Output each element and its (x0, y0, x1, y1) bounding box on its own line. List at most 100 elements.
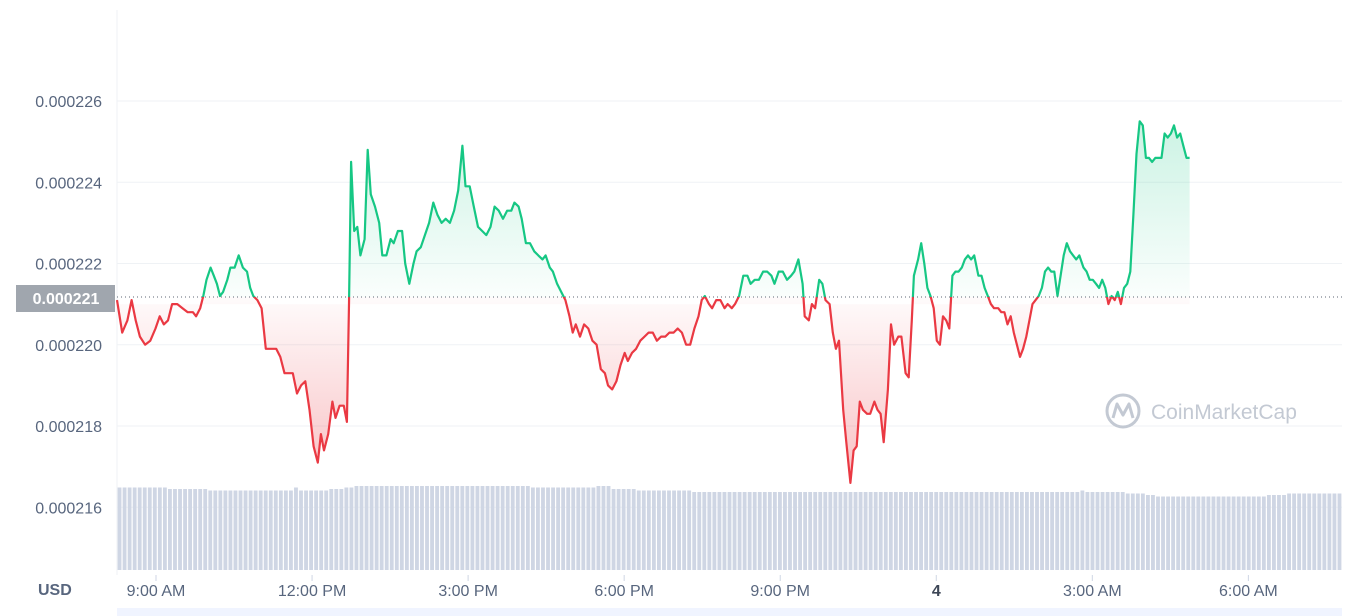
volume-bar (208, 490, 213, 570)
volume-bar (168, 489, 172, 570)
volume-bar (218, 490, 223, 570)
volume-bar (1156, 496, 1160, 570)
volume-bar (465, 486, 470, 570)
volume-bar (979, 492, 984, 570)
volume-bar (162, 487, 167, 570)
volume-bar (1105, 492, 1110, 570)
volume-bar (788, 492, 792, 570)
watermark-text: CoinMarketCap (1151, 401, 1297, 424)
volume-bar (566, 487, 571, 570)
volume-bar (1080, 490, 1085, 570)
volume-bar (1226, 496, 1231, 570)
volume-bar (374, 486, 379, 570)
y-tick-label: 0.000222 (35, 257, 102, 274)
volume-bar (1075, 492, 1080, 570)
volume-bar (944, 492, 949, 570)
volume-bar (621, 489, 626, 570)
volume-bar (727, 492, 732, 570)
reference-price-label: 0.000221 (33, 291, 100, 308)
volume-bar (636, 490, 641, 570)
y-tick-label: 0.000218 (35, 419, 102, 436)
volume-bar (541, 487, 545, 570)
volume-bar (697, 492, 702, 570)
volume-bar (1327, 493, 1332, 570)
volume-bars (117, 486, 1342, 570)
volume-bar (1014, 492, 1019, 570)
volume-bar (1025, 492, 1029, 570)
volume-bar (1307, 493, 1312, 570)
volume-bar (672, 490, 676, 570)
volume-bar (737, 492, 742, 570)
volume-bar (692, 492, 697, 570)
volume-bar (757, 492, 762, 570)
volume-bar (546, 487, 550, 570)
volume-bar (1095, 492, 1100, 570)
x-tick-label: 6:00 PM (594, 583, 654, 600)
volume-bar (193, 489, 198, 570)
volume-bar (747, 492, 752, 570)
volume-bar (1272, 495, 1276, 570)
volume-bar (460, 486, 465, 570)
volume-bar (954, 492, 959, 570)
volume-bar (233, 490, 238, 570)
volume-bar (339, 489, 344, 570)
volume-bar (798, 492, 802, 570)
volume-bar (994, 492, 999, 570)
area-fill-above (203, 121, 1190, 297)
volume-bar (631, 489, 636, 570)
volume-bar (611, 489, 616, 570)
volume-bar (1196, 496, 1201, 570)
reference-price-badge-bg (16, 285, 115, 312)
volume-bar (722, 492, 727, 570)
volume-bar (425, 486, 429, 570)
volume-bar (253, 490, 258, 570)
volume-bar (173, 489, 177, 570)
volume-bar (480, 486, 485, 570)
volume-bar (1125, 493, 1130, 570)
volume-bar (1251, 496, 1256, 570)
volume-bar (1211, 496, 1216, 570)
volume-bar (1085, 492, 1090, 570)
volume-bar (1115, 492, 1120, 570)
volume-bar (1176, 496, 1181, 570)
volume-bar (1151, 495, 1155, 570)
range-navigator[interactable] (117, 608, 1342, 616)
volume-bar (334, 489, 339, 570)
volume-bar (717, 492, 722, 570)
volume-bar (999, 492, 1004, 570)
volume-bar (430, 486, 434, 570)
volume-bar (732, 492, 737, 570)
volume-bar (294, 487, 298, 570)
volume-bar (203, 489, 208, 570)
volume-bar (571, 487, 576, 570)
volume-bar (777, 492, 782, 570)
volume-bar (762, 492, 767, 570)
volume-bar (1261, 496, 1266, 570)
volume-bar (314, 490, 319, 570)
volume-bar (283, 490, 288, 570)
volume-bar (888, 492, 893, 570)
volume-bar (142, 487, 147, 570)
y-tick-label: 0.000226 (35, 94, 102, 111)
volume-bar (687, 490, 692, 570)
volume-bar (929, 492, 934, 570)
volume-bar (404, 486, 409, 570)
volume-bar (329, 489, 334, 570)
volume-bar (616, 489, 621, 570)
volume-bar (505, 486, 510, 570)
volume-bar (1317, 493, 1322, 570)
volume-bar (707, 492, 712, 570)
volume-bar (1186, 496, 1191, 570)
price-line-up (201, 120, 1190, 297)
volume-bar (863, 492, 868, 570)
volume-bar (238, 490, 243, 570)
volume-bar (309, 490, 314, 570)
x-tick-label: 12:00 PM (278, 583, 346, 600)
volume-bar (576, 487, 581, 570)
coinmarketcap-logo-icon (1105, 393, 1141, 429)
volume-bar (984, 492, 989, 570)
price-line-down (115, 297, 1124, 484)
volume-bar (399, 486, 404, 570)
volume-bar (188, 489, 193, 570)
